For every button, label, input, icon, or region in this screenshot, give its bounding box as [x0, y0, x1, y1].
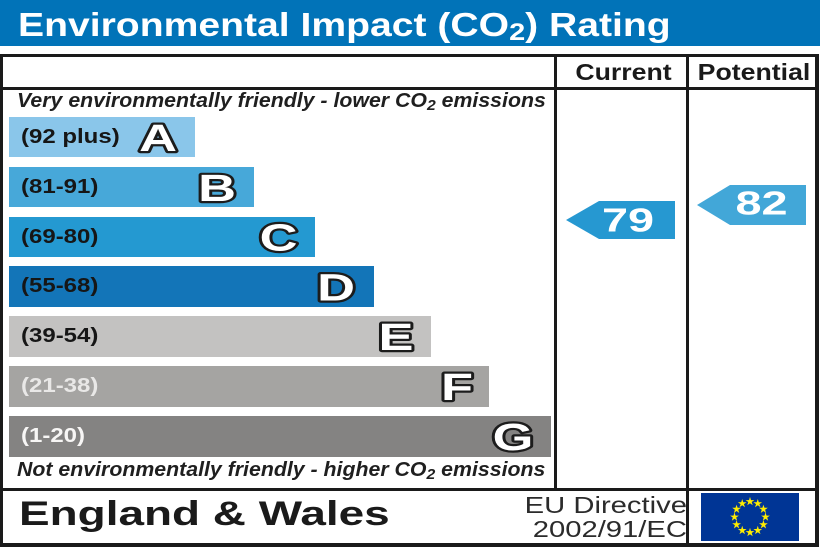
svg-text:82: 82 — [735, 184, 787, 221]
svg-text:G: G — [493, 416, 534, 458]
svg-text:E: E — [379, 316, 414, 358]
svg-text:B: B — [198, 167, 236, 209]
svg-text:79: 79 — [602, 201, 654, 238]
svg-text:A: A — [139, 117, 177, 159]
svg-text:C: C — [260, 217, 298, 259]
svg-text:F: F — [441, 366, 473, 408]
svg-text:D: D — [317, 266, 355, 308]
